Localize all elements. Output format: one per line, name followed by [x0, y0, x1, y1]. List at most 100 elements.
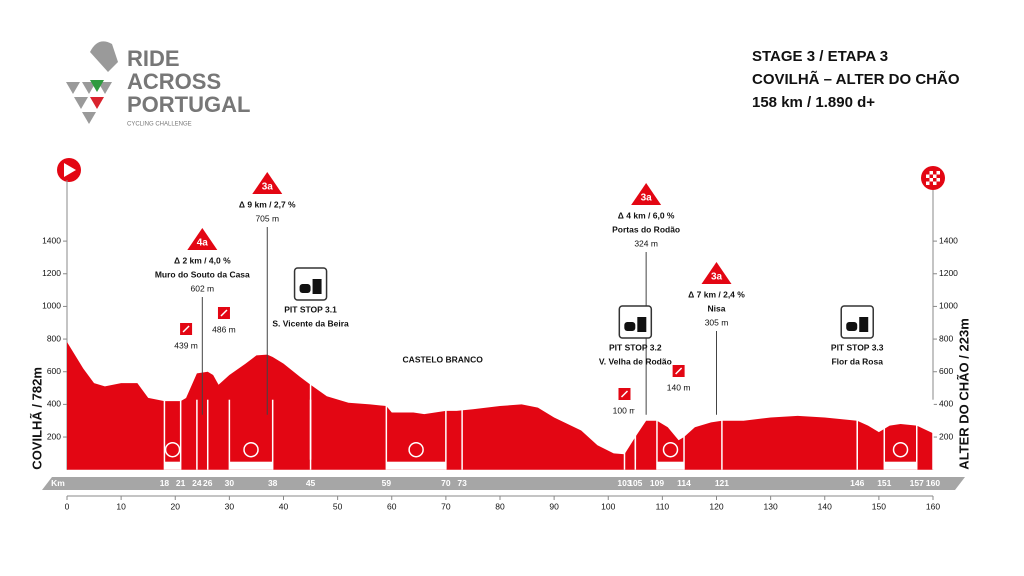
sprint-altitude: 486 m — [212, 324, 236, 334]
section-box — [884, 461, 917, 470]
climb-category: 4a — [197, 238, 209, 249]
climb-altitude: 705 m — [255, 213, 279, 223]
y-tick-label: 600 — [47, 366, 61, 376]
climb-category: 3a — [711, 272, 723, 283]
x-tick-label: 90 — [549, 501, 559, 511]
timer-icon — [662, 441, 679, 458]
stage-title: STAGE 3 / ETAPA 3 — [752, 48, 888, 65]
y-tick-label: 800 — [47, 333, 61, 343]
x-tick-label: 130 — [764, 501, 778, 511]
climb-icon — [631, 183, 662, 205]
logo-tagline: CYCLING CHALLENGE — [127, 122, 192, 128]
x-tick-label: 30 — [225, 501, 235, 511]
climb-icon — [252, 172, 283, 194]
climb-altitude: 602 m — [191, 283, 215, 293]
y-tick-label: 400 — [47, 399, 61, 409]
pit-stop-title: PIT STOP 3.2 — [609, 342, 662, 352]
pit-stop-title: PIT STOP 3.1 — [284, 304, 337, 314]
climb-stats: Δ 4 km / 6,0 % — [618, 210, 675, 220]
climb-name: Portas do Rodão — [612, 224, 680, 234]
x-tick-label: 40 — [279, 501, 289, 511]
x-tick-label: 10 — [116, 501, 126, 511]
sprint-altitude: 439 m — [174, 340, 198, 350]
climb-category: 3a — [641, 193, 653, 204]
km-marker-label: 30 — [225, 478, 235, 488]
pit-stop-place: S. Vicente da Beira — [272, 318, 349, 328]
route: COVILHÃ – ALTER DO CHÃO — [752, 70, 960, 88]
logo-text: PORTUGAL — [127, 92, 250, 117]
y-tick-label: 200 — [47, 431, 61, 441]
y-tick-label: 1400 — [42, 235, 61, 245]
climb-name: Nisa — [708, 303, 726, 313]
km-marker-label: 18 — [160, 478, 170, 488]
pit-stop-icon — [846, 322, 858, 331]
section-box — [386, 461, 446, 470]
km-label: Km — [51, 478, 65, 488]
km-marker-label: 24 — [192, 478, 202, 488]
km-marker-label: 103 — [617, 478, 631, 488]
y-tick-label: 1200 — [42, 268, 61, 278]
town-label: CASTELO BRANCO — [403, 354, 484, 364]
pit-stop-icon — [840, 305, 874, 339]
climb-altitude: 305 m — [705, 317, 729, 327]
climb-category: 3a — [262, 182, 274, 193]
logo-text: RIDE — [127, 46, 180, 71]
y-tick-label: 1000 — [939, 301, 958, 311]
pit-stop-place: V. Velha de Rodão — [599, 356, 672, 366]
km-marker-label: 21 — [176, 478, 186, 488]
x-tick-label: 160 — [926, 501, 940, 511]
x-tick-label: 0 — [65, 501, 70, 511]
elevation-area — [67, 342, 933, 470]
x-tick-label: 150 — [872, 501, 886, 511]
km-marker-label: 38 — [268, 478, 278, 488]
timer-icon — [164, 441, 181, 458]
sprint-icon — [675, 367, 683, 375]
y-tick-label: 600 — [939, 366, 953, 376]
climb-icon — [701, 262, 732, 284]
section-box — [164, 461, 181, 470]
x-tick-label: 120 — [709, 501, 723, 511]
km-marker-label: 109 — [650, 478, 664, 488]
section-box — [229, 461, 273, 470]
x-tick-label: 100 — [601, 501, 615, 511]
km-marker-label: 26 — [203, 478, 213, 488]
climb-stats: Δ 2 km / 4,0 % — [174, 255, 231, 265]
pit-stop-icon — [624, 322, 636, 331]
km-marker-label: 73 — [457, 478, 467, 488]
km-marker-label: 70 — [441, 478, 451, 488]
y-axis-label: COVILHÃ / 782m — [29, 367, 44, 470]
x-tick-label: 80 — [495, 501, 505, 511]
x-tick-label: 60 — [387, 501, 397, 511]
km-marker-label: 121 — [715, 478, 729, 488]
timer-icon — [408, 441, 424, 458]
km-marker-label: 146 — [850, 478, 864, 488]
km-marker-label: 157 — [910, 478, 924, 488]
km-marker-label: 151 — [877, 478, 891, 488]
climb-stats: Δ 9 km / 2,7 % — [239, 199, 296, 209]
km-marker-label: 114 — [677, 478, 691, 488]
logo-text: ACROSS — [127, 69, 221, 94]
pit-stop-title: PIT STOP 3.3 — [831, 342, 884, 352]
km-bar — [42, 477, 965, 490]
x-tick-label: 50 — [333, 501, 343, 511]
sprint-icon — [620, 390, 629, 398]
x-tick-label: 110 — [656, 501, 670, 511]
y2-axis-label: ALTER DO CHÃO / 223m — [956, 318, 971, 469]
km-marker-label: 160 — [926, 478, 940, 488]
pit-stop-place: Flor da Rosa — [831, 356, 883, 366]
pit-stop-icon — [859, 317, 869, 332]
y-tick-label: 1200 — [939, 268, 958, 278]
sprint-icon — [182, 325, 190, 333]
section-box — [656, 461, 685, 470]
x-tick-label: 70 — [441, 501, 451, 511]
km-marker-label: 45 — [306, 478, 316, 488]
climb-stats: Δ 7 km / 2,4 % — [688, 289, 745, 299]
y-tick-label: 800 — [939, 333, 953, 343]
y-tick-label: 200 — [939, 431, 953, 441]
pit-stop-icon — [618, 305, 653, 339]
logo: RIDE ACROSS PORTUGAL CYCLING CHALLENGE — [66, 41, 250, 128]
sprint-altitude: 100 m — [613, 405, 637, 415]
y-tick-label: 1400 — [939, 235, 958, 245]
timer-icon — [243, 441, 259, 458]
